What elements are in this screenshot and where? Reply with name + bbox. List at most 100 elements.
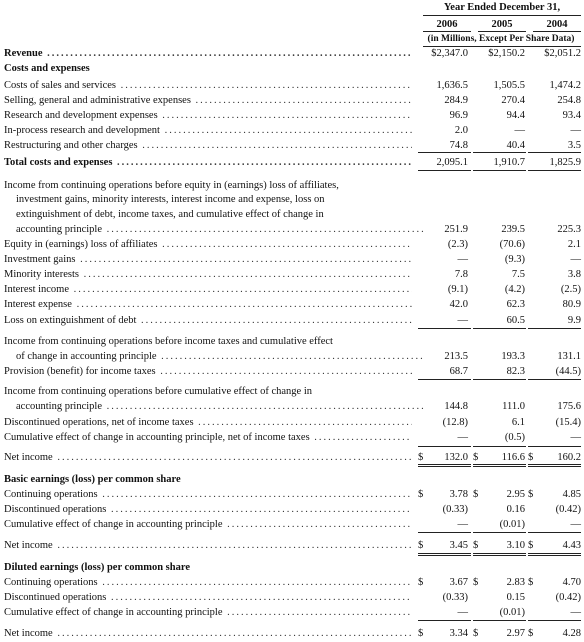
value-2004: 225.3 (557, 224, 581, 235)
value-2005: (0.01) (499, 607, 525, 618)
row-label-text: accounting principle (16, 401, 103, 412)
row-label-text: Costs and expenses (4, 63, 90, 74)
units-underline (423, 46, 581, 47)
row-label: Investment gains .......................… (4, 253, 412, 266)
leader-dots: ........................................… (195, 95, 412, 106)
value-2006: 96.9 (449, 110, 468, 121)
row-label: of change in accounting principle ......… (4, 350, 424, 363)
row-label: Basic earnings (loss) per common share (4, 473, 412, 486)
double-underline (528, 464, 581, 467)
row-label: Equity in (earnings) loss of affiliates … (4, 238, 412, 251)
units-header: (in Millions, Except Per Share Data) (427, 34, 575, 44)
value-2006: 2.0 (454, 125, 468, 136)
row-label-text: Investment gains (4, 254, 76, 265)
value-2004: 131.1 (557, 351, 581, 362)
row-label-text: investment gains, minority interests, in… (16, 194, 325, 205)
column-underline (473, 620, 526, 621)
row-label: Continuing operations ..................… (4, 488, 412, 501)
leader-dots: ........................................… (57, 452, 412, 463)
row-label: Income from continuing operations before… (4, 385, 412, 398)
row-label: Net income .............................… (4, 539, 412, 552)
row-label: Loss on extinguishment of debt .........… (4, 314, 412, 327)
row-label-text: Equity in (earnings) loss of affiliates (4, 239, 158, 250)
leader-dots: ........................................… (73, 284, 412, 295)
dollar-sign: $ (473, 489, 479, 500)
value-2006: 3.34 (449, 628, 468, 639)
value-2004: — (570, 254, 582, 265)
row-label: Discontinued operations ................… (4, 503, 412, 516)
row-label: Net income .............................… (4, 451, 412, 464)
value-2006: 3.67 (449, 577, 468, 588)
column-underline (418, 620, 471, 621)
double-underline (473, 553, 526, 556)
row-label-text: Selling, general and administrative expe… (4, 95, 191, 106)
row-label: Total costs and expenses ...............… (4, 156, 412, 169)
value-2005: 1,910.7 (493, 157, 526, 168)
value-2005: $2,150.2 (488, 48, 525, 59)
row-label: Diluted earnings (loss) per common share (4, 561, 412, 574)
value-2004: 2.1 (567, 239, 581, 250)
value-2004: (2.5) (560, 284, 581, 295)
dollar-sign: $ (528, 452, 534, 463)
value-2006: — (457, 254, 469, 265)
row-label-text: Net income (4, 452, 53, 463)
value-2005: 1,505.5 (493, 80, 526, 91)
value-2006: (0.33) (442, 504, 468, 515)
value-2005: (4.2) (504, 284, 525, 295)
double-underline (528, 553, 581, 556)
value-2006: 7.8 (454, 269, 468, 280)
value-2005: 116.6 (501, 452, 525, 463)
year-underline (423, 31, 471, 32)
row-label-text: In-process research and development (4, 125, 160, 136)
value-2006: (0.33) (442, 592, 468, 603)
value-2006: 42.0 (449, 299, 468, 310)
column-underline (473, 446, 526, 447)
leader-dots: ........................................… (141, 315, 412, 326)
row-label: Discontinued operations ................… (4, 591, 412, 604)
row-label-text: Income from continuing operations before… (4, 386, 312, 397)
row-label: Cumulative effect of change in accountin… (4, 606, 412, 619)
value-2005: (0.01) (499, 519, 525, 530)
leader-dots: ........................................… (164, 125, 412, 136)
value-2004: (44.5) (555, 366, 581, 377)
value-2005: 0.15 (506, 592, 525, 603)
value-2004: (0.42) (555, 592, 581, 603)
leader-dots: ........................................… (198, 417, 412, 428)
value-2006: $2,347.0 (431, 48, 468, 59)
row-label: Income from continuing operations before… (4, 179, 412, 192)
value-2004: 4.85 (562, 489, 581, 500)
row-label-text: Discontinued operations (4, 504, 107, 515)
row-label: investment gains, minority interests, in… (4, 193, 424, 206)
value-2004: — (570, 432, 582, 443)
row-label-text: Interest expense (4, 299, 72, 310)
row-label-text: Net income (4, 628, 53, 639)
value-2005: 6.1 (511, 417, 525, 428)
row-label: Cumulative effect of change in accountin… (4, 431, 412, 444)
column-underline (473, 379, 526, 380)
value-2005: 193.3 (501, 351, 525, 362)
row-label-text: Costs of sales and services (4, 80, 116, 91)
dollar-sign: $ (418, 540, 424, 551)
dollar-sign: $ (473, 628, 479, 639)
column-underline (473, 532, 526, 533)
leader-dots: ........................................… (110, 592, 412, 603)
row-label: Costs of sales and services ............… (4, 79, 412, 92)
value-2006: (2.3) (447, 239, 468, 250)
value-2004: — (570, 519, 582, 530)
value-2005: — (514, 125, 526, 136)
row-label-text: Restructuring and other charges (4, 140, 138, 151)
value-2004: 80.9 (562, 299, 581, 310)
row-label: In-process research and development ....… (4, 124, 412, 137)
row-label-text: Continuing operations (4, 489, 98, 500)
column-underline (528, 328, 581, 329)
leader-dots: ........................................… (57, 540, 412, 551)
column-underline (418, 170, 471, 171)
dollar-sign: $ (528, 628, 534, 639)
year-underline (533, 31, 581, 32)
row-label: Revenue ................................… (4, 47, 412, 60)
value-2004: 1,474.2 (549, 80, 582, 91)
row-label: Costs and expenses (4, 62, 412, 75)
row-label-text: Research and development expenses (4, 110, 158, 121)
value-2005: 3.10 (506, 540, 525, 551)
leader-dots: ........................................… (160, 366, 412, 377)
